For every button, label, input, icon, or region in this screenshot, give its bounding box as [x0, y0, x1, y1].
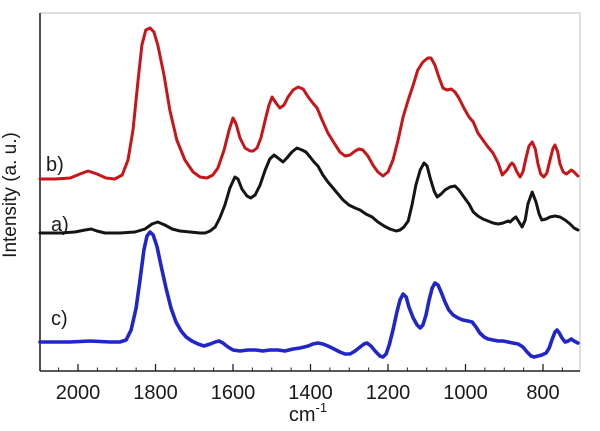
x-tick-label: 2000: [56, 382, 101, 404]
curve-label-c: c): [51, 308, 68, 330]
x-tick-label: 1600: [211, 382, 256, 404]
spectrum-trace-b: [38, 26, 580, 181]
y-axis-title: Intensity (a. u.): [0, 132, 21, 258]
spectrum-trace-a: [38, 146, 580, 235]
x-tick-label: 800: [526, 382, 559, 404]
x-tick-label: 1200: [366, 382, 411, 404]
x-axis-title-superscript: -1: [316, 400, 328, 415]
curve-label-b: b): [46, 154, 64, 176]
x-tick-label: 1000: [443, 382, 488, 404]
x-tick-label: 1400: [288, 382, 333, 404]
curve-label-a: a): [51, 214, 69, 236]
spectrum-trace-c: [38, 230, 580, 359]
x-tick-label: 1800: [133, 382, 178, 404]
